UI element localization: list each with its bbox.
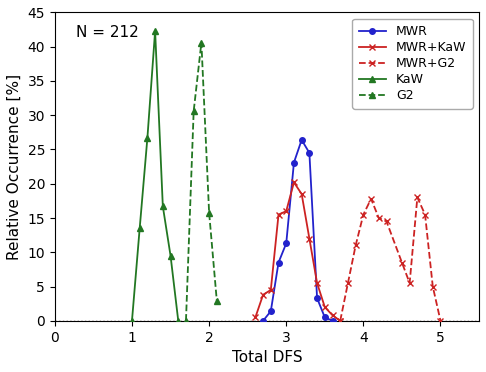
MWR+G2 — [353, 243, 359, 248]
MWR+G2 — [399, 260, 405, 265]
MWR+G2 — [361, 212, 366, 217]
MWR — [283, 241, 289, 246]
MWR+KaW — [283, 209, 289, 214]
MWR+G2 — [368, 196, 374, 201]
MWR — [322, 315, 328, 320]
MWR+G2 — [407, 281, 413, 285]
MWR — [291, 160, 297, 165]
KaW — [129, 318, 135, 323]
MWR+KaW — [307, 236, 312, 241]
MWR — [260, 318, 266, 323]
G2 — [206, 210, 212, 215]
Y-axis label: Relative Occurrence [%]: Relative Occurrence [%] — [7, 74, 22, 260]
Line: G2: G2 — [183, 39, 220, 324]
MWR+KaW — [276, 212, 281, 217]
KaW — [137, 226, 142, 231]
MWR+KaW — [252, 315, 258, 320]
Line: KaW: KaW — [128, 28, 182, 324]
MWR — [314, 296, 320, 301]
MWR+KaW — [291, 180, 297, 185]
KaW — [168, 253, 174, 258]
MWR+G2 — [415, 195, 420, 200]
G2 — [183, 318, 189, 323]
G2 — [191, 109, 197, 113]
MWR+KaW — [322, 305, 328, 309]
Legend: MWR, MWR+KaW, MWR+G2, KaW, G2: MWR, MWR+KaW, MWR+G2, KaW, G2 — [352, 19, 473, 109]
MWR — [330, 318, 335, 323]
Line: MWR+KaW: MWR+KaW — [252, 179, 344, 324]
MWR+KaW — [330, 313, 335, 318]
MWR+G2 — [437, 318, 443, 323]
MWR — [299, 138, 305, 142]
Line: MWR: MWR — [260, 137, 335, 324]
MWR — [276, 260, 281, 265]
KaW — [175, 318, 181, 323]
MWR+KaW — [337, 318, 343, 323]
MWR+KaW — [268, 288, 274, 292]
MWR+G2 — [376, 216, 382, 220]
Text: N = 212: N = 212 — [76, 25, 139, 40]
MWR+G2 — [337, 318, 343, 323]
Line: MWR+G2: MWR+G2 — [337, 194, 444, 324]
G2 — [214, 299, 220, 303]
KaW — [144, 136, 150, 140]
MWR — [268, 309, 274, 314]
KaW — [160, 204, 166, 209]
G2 — [198, 40, 204, 45]
MWR+G2 — [383, 219, 389, 224]
MWR+KaW — [260, 292, 266, 297]
KaW — [152, 29, 158, 33]
X-axis label: Total DFS: Total DFS — [232, 350, 302, 365]
MWR+G2 — [422, 212, 428, 217]
MWR+G2 — [345, 281, 351, 285]
MWR — [307, 151, 312, 155]
MWR+KaW — [314, 281, 320, 285]
MWR+KaW — [299, 192, 305, 196]
MWR+G2 — [430, 284, 435, 289]
